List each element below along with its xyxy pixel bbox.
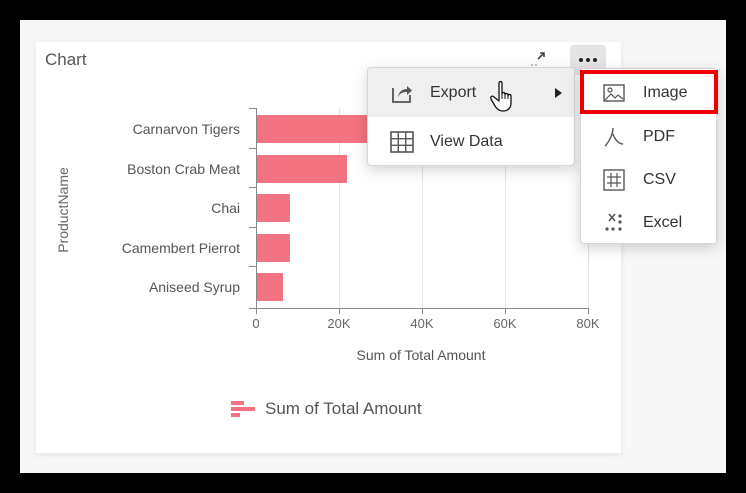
- image-option-highlight-box: [580, 70, 718, 114]
- submenu-label: Image: [643, 84, 688, 101]
- x-axis-title: Sum of Total Amount: [356, 347, 486, 363]
- dot: [586, 58, 590, 62]
- pdf-icon: [604, 127, 624, 147]
- menu-item-export[interactable]: Export: [368, 68, 574, 117]
- category-label: Camembert Pierrot: [121, 240, 240, 256]
- export-submenu: Image PDF CSV Excel: [580, 68, 717, 244]
- category-label: Boston Crab Meat: [127, 161, 240, 177]
- x-tick: [505, 308, 506, 314]
- gridline: [505, 108, 506, 308]
- image-icon: [603, 84, 625, 102]
- table-grid-icon: [390, 130, 414, 153]
- x-tick: [339, 308, 340, 314]
- category-label: Aniseed Syrup: [148, 279, 240, 295]
- category-label: Chai: [211, 200, 240, 216]
- y-axis-line: [256, 108, 257, 309]
- chart-legend[interactable]: Sum of Total Amount: [231, 399, 422, 419]
- x-tick: [256, 308, 257, 314]
- submenu-label: PDF: [643, 128, 675, 145]
- y-tick: [249, 227, 256, 228]
- hand-pointer-cursor-icon: [490, 80, 512, 112]
- bar-carnarvon-tigers[interactable]: [256, 115, 376, 143]
- menu-item-view-data[interactable]: View Data: [368, 117, 574, 165]
- x-tick-label: 0: [252, 316, 260, 331]
- bar-boston-crab-meat[interactable]: [256, 155, 347, 183]
- x-tick-label: 40K: [410, 316, 434, 331]
- more-dots-icon: [579, 58, 583, 62]
- export-image-option[interactable]: Image: [581, 71, 716, 115]
- submenu-label: Excel: [643, 214, 683, 231]
- legend-label: Sum of Total Amount: [265, 399, 422, 418]
- bar-chai[interactable]: [256, 194, 290, 222]
- x-axis-line: [249, 308, 589, 309]
- menu-item-label: View Data: [430, 132, 503, 150]
- y-axis-title: ProductName: [55, 167, 71, 253]
- bar-aniseed-syrup[interactable]: [256, 273, 283, 301]
- export-csv-option[interactable]: CSV: [581, 158, 716, 202]
- y-tick: [249, 148, 256, 149]
- share-export-icon: [392, 85, 412, 103]
- x-tick-label: 20K: [327, 316, 351, 331]
- submenu-label: CSV: [643, 171, 676, 188]
- expand-arrow-icon[interactable]: [529, 50, 549, 68]
- submenu-arrow-icon: [555, 87, 562, 98]
- gridline: [339, 108, 340, 308]
- y-tick: [249, 187, 256, 188]
- x-tick: [588, 308, 589, 314]
- menu-item-label: Export: [430, 83, 477, 101]
- dot: [593, 58, 597, 62]
- category-label: Carnarvon Tigers: [132, 121, 240, 137]
- widget-title: Chart: [45, 50, 87, 69]
- bar-series-icon: [231, 399, 255, 419]
- x-tick: [422, 308, 423, 314]
- bar-camembert-pierrot[interactable]: [256, 234, 290, 262]
- gridline: [422, 108, 423, 308]
- csv-icon: [603, 169, 625, 191]
- context-menu: Export View Data: [367, 67, 575, 166]
- x-tick-label: 60K: [493, 316, 517, 331]
- export-excel-option[interactable]: Excel: [581, 201, 716, 245]
- excel-icon: [605, 213, 622, 231]
- y-tick: [249, 108, 256, 109]
- y-tick: [249, 266, 256, 267]
- x-tick-label: 80K: [576, 316, 600, 331]
- export-pdf-option[interactable]: PDF: [581, 115, 716, 159]
